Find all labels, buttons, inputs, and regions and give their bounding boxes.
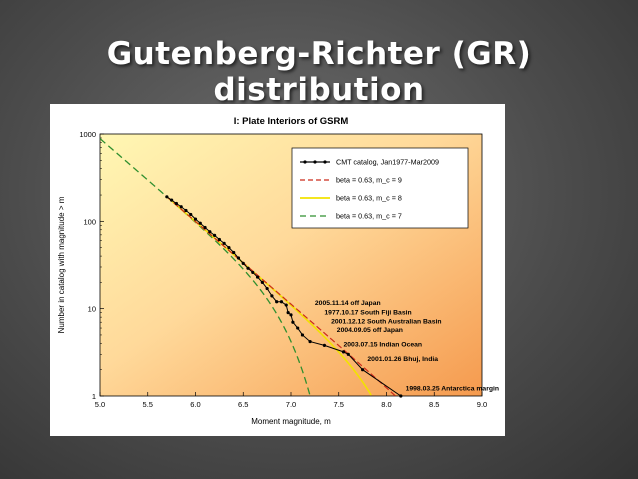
cmt-data-point (300, 333, 305, 337)
cmt-data-point (213, 233, 217, 238)
cmt-data-point (270, 294, 274, 298)
event-annotation: 2001.01.26 Bhuj, India (367, 356, 438, 363)
y-tick-label: 10 (88, 305, 96, 314)
x-tick-label: 5.5 (143, 400, 153, 409)
x-tick-label: 9.0 (477, 400, 487, 409)
cmt-data-point (255, 275, 260, 279)
cmt-data-point (284, 303, 288, 307)
cmt-data-point (170, 198, 174, 202)
cmt-data-point (322, 343, 327, 347)
legend-marker (303, 160, 307, 164)
cmt-data-point (279, 300, 284, 304)
cmt-data-point (208, 230, 212, 234)
model-curve-mc9 (166, 196, 397, 398)
x-tick-label: 5.0 (95, 400, 105, 409)
cmt-data-point (241, 261, 245, 265)
legend-entry: beta = 0.63, m_c = 8 (336, 194, 402, 203)
x-tick-label: 8.5 (429, 400, 439, 409)
event-annotation: 2004.09.05 off Japan (337, 327, 403, 334)
cmt-data-point (346, 352, 350, 356)
cmt-data-point (189, 212, 193, 217)
cmt-data-point (246, 266, 250, 270)
y-axis-label: Number in catalog with magnitude > m (57, 196, 66, 333)
x-tick-label: 7.5 (334, 400, 344, 409)
cmt-data-point (296, 326, 300, 330)
cmt-data-point (165, 195, 169, 199)
event-annotation: 1998.03.25 Antarctica margin (406, 386, 499, 393)
event-annotation: 1977.10.17 South Fiji Basin (324, 309, 411, 316)
legend-entry: CMT catalog, Jan1977-Mar2009 (336, 158, 439, 167)
chart-figure: 5.0 5.5 6.0 6.5 7.0 7.5 8.0 8.5 9.0 1 10 100 1000 20… (50, 104, 505, 436)
cmt-data-point (251, 270, 255, 275)
cmt-data-point (227, 246, 231, 250)
y-tick-label: 1 (92, 392, 96, 401)
cmt-data-point (361, 368, 365, 372)
legend-marker (313, 160, 317, 164)
cmt-data-point (399, 394, 403, 398)
legend-entry: beta = 0.63, m_c = 7 (336, 212, 402, 221)
x-tick-label: 7.0 (286, 400, 296, 409)
cmt-data-point (222, 241, 226, 245)
x-tick-label: 6.5 (238, 400, 248, 409)
cmt-data-point (184, 208, 188, 213)
chart-title: I: Plate Interiors of GSRM (234, 116, 349, 127)
cmt-data-point (232, 250, 236, 255)
cmt-data-point (260, 280, 264, 284)
cmt-data-point (286, 311, 290, 315)
event-annotation: 2001.12.12 South Australian Basin (331, 318, 441, 325)
model-curve-mc7 (99, 138, 311, 397)
x-tick-label: 8.0 (381, 400, 391, 409)
legend-entry: beta = 0.63, m_c = 9 (336, 176, 402, 185)
cmt-data-point (291, 320, 295, 324)
legend-box (291, 147, 469, 229)
slide-title: Gutenberg-Richter (GR) distribution (106, 36, 532, 108)
cmt-data-point (275, 300, 279, 304)
cmt-data-point (265, 286, 269, 291)
cmt-data-point (198, 221, 202, 225)
y-tick-label: 1000 (79, 130, 96, 139)
cmt-data-point (203, 225, 207, 230)
cmt-data-point (289, 313, 293, 317)
y-tick-label: 100 (83, 217, 96, 226)
x-tick-label: 6.0 (190, 400, 200, 409)
x-axis-label: Moment magnitude, m (251, 417, 331, 426)
event-annotation: 2005.11.14 off Japan (315, 300, 381, 307)
gr-chart: 5.0 5.5 6.0 6.5 7.0 7.5 8.0 8.5 9.0 1 10 100 1000 20… (57, 116, 499, 426)
event-annotation: 2003.07.15 Indian Ocean (344, 341, 423, 348)
legend: CMT catalog, Jan1977-Mar2009 beta = 0.63,… (291, 147, 469, 229)
cmt-data-point (341, 350, 346, 354)
legend-marker (323, 160, 327, 164)
cmt-data-point (236, 256, 241, 260)
cmt-data-point (308, 339, 312, 344)
cmt-data-point (174, 201, 178, 206)
cmt-data-point (217, 237, 221, 242)
cmt-data-point (193, 217, 198, 221)
cmt-data-point (179, 205, 183, 209)
